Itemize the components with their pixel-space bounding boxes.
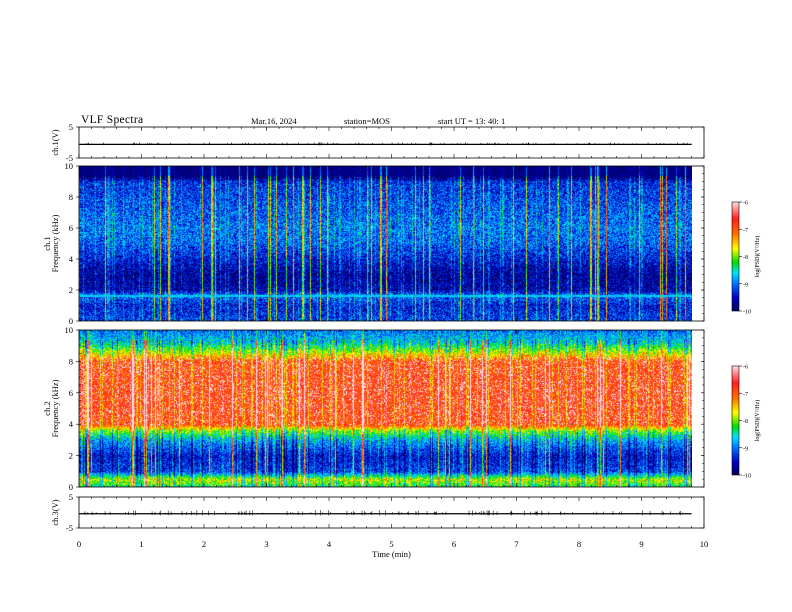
y-axis-label-3-1: ch.3(V)	[50, 499, 60, 525]
x-axis-label: Time (min)	[372, 549, 411, 559]
x-tick-label: 7	[514, 539, 518, 549]
y-axis-label-2-1: Frequency (kHz)	[50, 379, 60, 437]
y-tick-label: 0	[69, 482, 73, 492]
y-tick-label: -5	[66, 523, 73, 533]
start-time-label: start UT = 13: 40: 1	[438, 116, 506, 126]
colorbar-tick-label: -10	[743, 310, 751, 316]
colorbar-tick-label: -7	[743, 392, 748, 398]
x-tick-label: 10	[700, 539, 709, 549]
colorbar-label: log(PSD)(V²/Hz)	[754, 400, 761, 441]
x-tick-label: 2	[202, 539, 206, 549]
colorbar-tick-label: -8	[743, 255, 748, 261]
x-tick-label: 0	[77, 539, 81, 549]
y-axis-label-1-0: ch.1	[42, 236, 52, 250]
y-tick-label: 8	[69, 356, 73, 366]
y-tick-label: 8	[69, 192, 73, 202]
ch1-spectrogram-image	[79, 166, 692, 321]
colorbar-tick-label: -9	[743, 282, 748, 288]
y-tick-label: 6	[69, 388, 73, 398]
colorbar-2	[732, 366, 739, 475]
y-tick-label: 5	[69, 122, 73, 132]
x-tick-label: 9	[639, 539, 643, 549]
axis-text-layer: 5 -5 ch.1(V) -6 -7 -8 -9 -10 log(PSD)(V²/Hz) 0 2 4 6…	[42, 122, 761, 559]
x-tick-label: 6	[452, 539, 456, 549]
y-tick-label: 4	[69, 419, 74, 429]
axes-layer	[76, 126, 742, 529]
colorbar-label: log(PSD)(V²/Hz)	[754, 236, 761, 277]
ch2-spectrogram-image	[79, 330, 692, 487]
colorbar-tick-label: -8	[743, 419, 748, 425]
y-tick-label: 2	[69, 285, 73, 295]
y-tick-label: 10	[65, 161, 74, 171]
y-axis-label-2-0: ch.2	[42, 401, 52, 415]
chart-title: VLF Spectra	[81, 114, 144, 126]
date-label: Mar.16, 2024	[251, 116, 297, 126]
y-tick-label: 0	[69, 316, 73, 326]
colorbar-tick-label: -6	[743, 201, 748, 207]
y-axis-label-1-1: Frequency (kHz)	[50, 214, 60, 272]
x-tick-label: 5	[389, 539, 393, 549]
x-tick-label: 8	[577, 539, 581, 549]
colorbar-tick-label: -6	[743, 365, 748, 371]
colorbar-tick-label: -10	[743, 474, 751, 480]
y-tick-label: 6	[69, 223, 73, 233]
x-tick-label: 4	[327, 539, 332, 549]
y-tick-label: 2	[69, 451, 73, 461]
colorbar-tick-label: -7	[743, 228, 748, 234]
y-axis-label-0-1: ch.1(V)	[50, 129, 60, 155]
y-tick-label: -5	[66, 153, 73, 163]
x-tick-label: 1	[139, 539, 143, 549]
spectrogram-images	[79, 166, 739, 487]
y-tick-label: 5	[69, 492, 73, 502]
y-tick-label: 4	[69, 254, 74, 264]
station-label: station=MOS	[344, 116, 390, 126]
colorbar-1	[732, 202, 739, 311]
panel-frame-3	[78, 496, 705, 529]
x-tick-label: 3	[264, 539, 268, 549]
y-tick-label: 10	[65, 325, 74, 335]
colorbar-tick-label: -9	[743, 446, 748, 452]
